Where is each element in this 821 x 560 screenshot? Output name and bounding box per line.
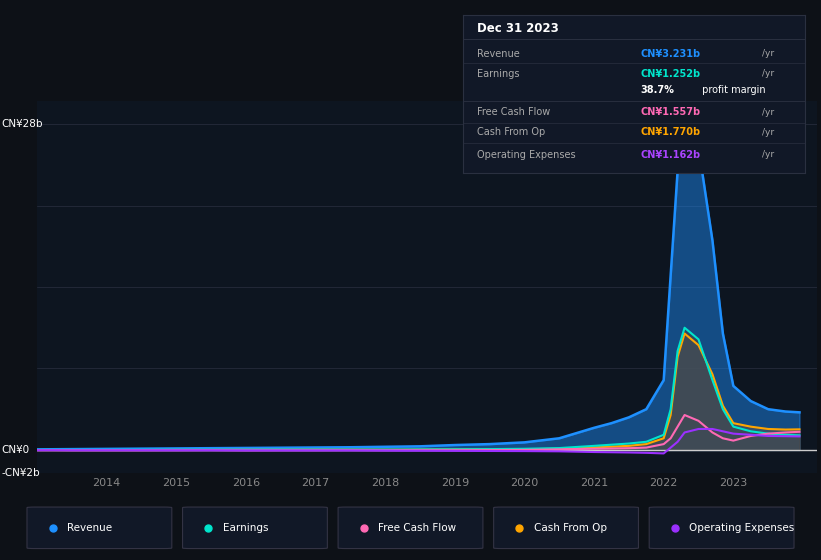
Text: Earnings: Earnings bbox=[477, 69, 519, 79]
Text: CN¥1.770b: CN¥1.770b bbox=[641, 127, 701, 137]
Text: CN¥0: CN¥0 bbox=[2, 445, 30, 455]
FancyBboxPatch shape bbox=[182, 507, 328, 549]
Text: Cash From Op: Cash From Op bbox=[477, 127, 545, 137]
Text: /yr: /yr bbox=[762, 69, 774, 78]
Text: Revenue: Revenue bbox=[67, 523, 112, 533]
Text: Dec 31 2023: Dec 31 2023 bbox=[477, 22, 558, 35]
Text: Operating Expenses: Operating Expenses bbox=[690, 523, 795, 533]
FancyBboxPatch shape bbox=[27, 507, 172, 549]
Text: /yr: /yr bbox=[762, 128, 774, 137]
Text: CN¥28b: CN¥28b bbox=[2, 119, 44, 129]
Text: 38.7%: 38.7% bbox=[641, 85, 675, 95]
Text: CN¥1.252b: CN¥1.252b bbox=[641, 69, 701, 79]
Text: /yr: /yr bbox=[762, 108, 774, 116]
Text: Earnings: Earnings bbox=[222, 523, 268, 533]
Text: CN¥3.231b: CN¥3.231b bbox=[641, 49, 701, 59]
Text: Revenue: Revenue bbox=[477, 49, 520, 59]
Text: CN¥1.557b: CN¥1.557b bbox=[641, 107, 701, 117]
Text: Free Cash Flow: Free Cash Flow bbox=[477, 107, 550, 117]
Text: Operating Expenses: Operating Expenses bbox=[477, 150, 576, 160]
FancyBboxPatch shape bbox=[338, 507, 483, 549]
Text: /yr: /yr bbox=[762, 150, 774, 160]
FancyBboxPatch shape bbox=[649, 507, 794, 549]
FancyBboxPatch shape bbox=[493, 507, 639, 549]
Text: -CN¥2b: -CN¥2b bbox=[2, 468, 40, 478]
Text: CN¥1.162b: CN¥1.162b bbox=[641, 150, 701, 160]
Text: Free Cash Flow: Free Cash Flow bbox=[378, 523, 456, 533]
Text: /yr: /yr bbox=[762, 49, 774, 58]
Text: profit margin: profit margin bbox=[699, 85, 766, 95]
Text: Cash From Op: Cash From Op bbox=[534, 523, 607, 533]
